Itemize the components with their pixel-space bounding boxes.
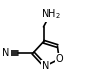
Text: N: N (42, 61, 49, 71)
Text: NH$_2$: NH$_2$ (41, 7, 60, 21)
Text: O: O (55, 54, 63, 64)
Text: N: N (2, 48, 10, 58)
